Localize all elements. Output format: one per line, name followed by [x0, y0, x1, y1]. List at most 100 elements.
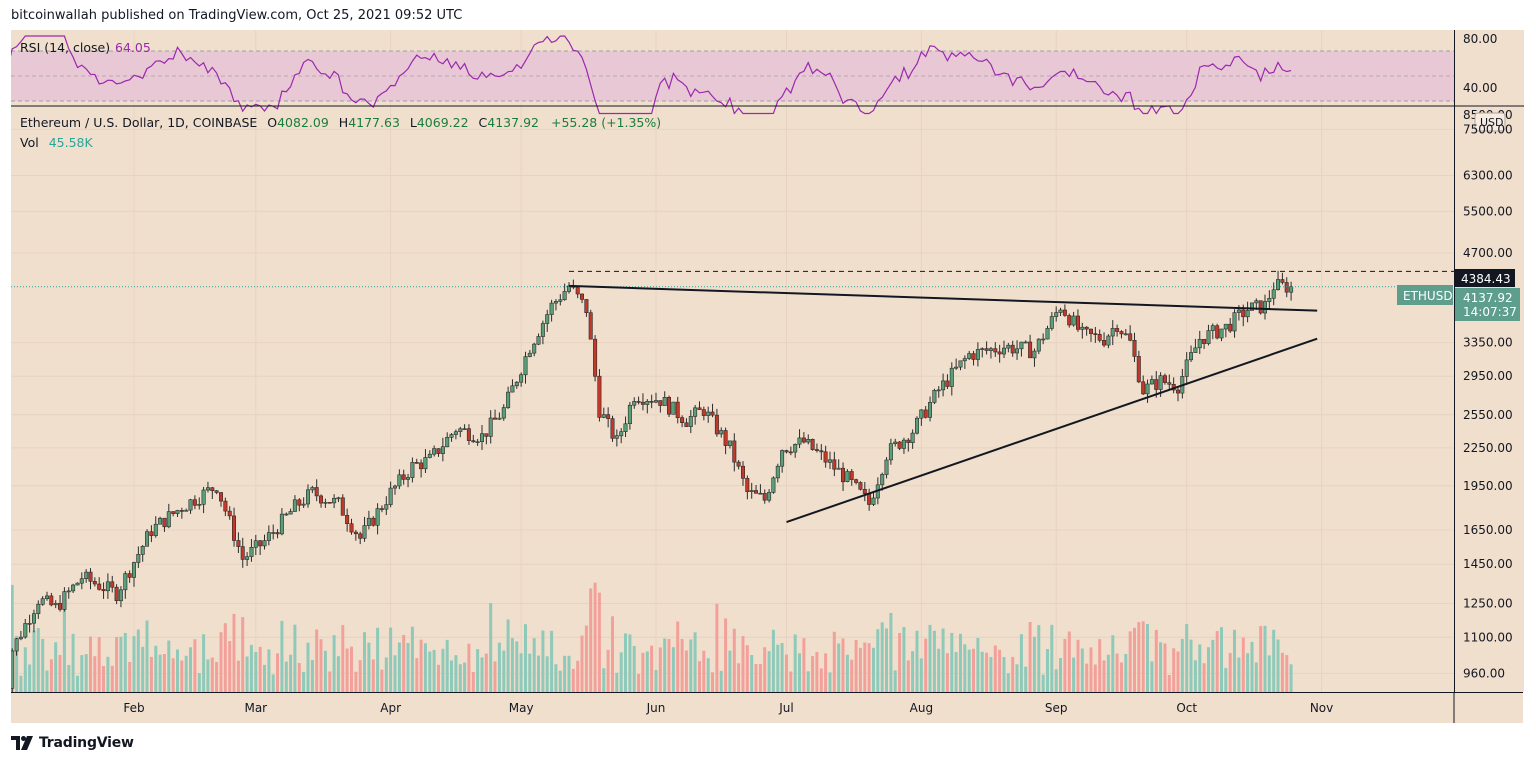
volume-bar — [567, 655, 571, 692]
volume-bar — [872, 647, 875, 692]
volume-bar — [363, 632, 366, 692]
candle-body — [158, 517, 163, 525]
candle-body — [379, 508, 384, 510]
volume-bar — [1276, 639, 1280, 692]
volume-bar — [371, 659, 375, 692]
candle-body — [575, 287, 580, 295]
volume-bar — [1102, 660, 1106, 692]
volume-bar — [10, 584, 14, 692]
currency-button[interactable] — [1474, 112, 1506, 132]
price-scale[interactable]: 80.00 40.00 8500.00 USD 7500.006300.0055… — [1454, 30, 1524, 692]
candle-body — [501, 407, 506, 419]
volume-bar — [667, 639, 671, 692]
volume-bar — [454, 655, 458, 692]
candle-body — [949, 367, 954, 387]
candle-body — [392, 485, 397, 489]
candle-body — [1054, 312, 1059, 317]
candle-body — [901, 439, 906, 449]
candle-body — [662, 396, 667, 406]
volume-bar — [41, 639, 45, 692]
volume-bar — [902, 627, 906, 692]
candle-body — [323, 501, 328, 504]
candle-body — [1023, 341, 1028, 344]
candle-body — [179, 510, 184, 512]
candle-body — [1045, 328, 1050, 340]
candle-body — [114, 586, 119, 602]
candle-body — [588, 312, 593, 340]
candle-body — [1136, 356, 1141, 383]
volume-bar — [919, 658, 923, 692]
candle-body — [1219, 328, 1224, 339]
candle-body — [1189, 352, 1194, 361]
volume-bar — [267, 649, 271, 692]
candle-body — [145, 531, 150, 547]
volume-bar — [1050, 624, 1054, 692]
candle-body — [1123, 333, 1128, 336]
chart-pane[interactable]: RSI (14, close) 64.05 Ethereum / U.S. Do… — [0, 30, 1454, 751]
candle-body — [75, 582, 80, 586]
candle-body — [301, 503, 306, 506]
volume-bar — [828, 672, 832, 692]
candle-body — [1128, 333, 1133, 341]
candle-body — [88, 571, 93, 582]
price-axis[interactable]: 80.00 40.00 8500.00 USD 7500.006300.0055… — [1455, 30, 1524, 692]
candle-body — [988, 348, 993, 351]
volume-bar — [315, 629, 319, 692]
volume-bar — [837, 643, 841, 692]
candle-body — [840, 467, 845, 483]
volume-bar — [184, 655, 188, 692]
candle-body — [1067, 315, 1072, 326]
volume-bar — [824, 653, 828, 692]
volume-bar — [728, 650, 732, 692]
volume-bar — [841, 638, 845, 692]
volume-bar — [532, 638, 536, 692]
candle-body — [349, 523, 354, 533]
volume-bar — [606, 649, 610, 692]
volume-bar — [1098, 639, 1102, 692]
time-axis[interactable]: Feb Mar Apr May Jun Jul Aug Sep Oct Nov — [11, 693, 1523, 723]
candle-body — [736, 461, 741, 467]
candle-body — [192, 499, 197, 506]
candle-body — [1145, 383, 1150, 395]
volume-bar — [102, 666, 105, 692]
candle-body — [1280, 279, 1285, 283]
volume-bar — [832, 631, 836, 692]
high-value: 4177.63 — [348, 115, 400, 130]
volume-bar — [576, 660, 580, 692]
candle-body — [292, 499, 297, 512]
candle-body — [1206, 330, 1211, 344]
volume-bar — [776, 644, 780, 692]
publish-attribution: bitcoinwallah published on TradingView.c… — [11, 8, 463, 23]
symbol-tag: ETHUSD — [1403, 289, 1453, 303]
candle-body — [1097, 333, 1102, 341]
volume-bar — [893, 670, 897, 692]
candle-body — [1132, 339, 1137, 357]
candle-body — [675, 401, 680, 419]
candle-body — [436, 448, 441, 454]
price-chart[interactable]: RSI (14, close) 64.05 Ethereum / U.S. Do… — [0, 30, 1454, 751]
volume-bar — [458, 664, 462, 692]
candle-body — [245, 556, 250, 560]
candle-body — [97, 583, 102, 590]
volume-bar — [571, 668, 575, 692]
volume-bar — [945, 653, 949, 692]
volume-bar — [1150, 661, 1154, 692]
volume-bar — [680, 639, 684, 692]
close-value: 4137.92 — [487, 115, 539, 130]
volume-bar — [180, 660, 184, 692]
candle-body — [914, 417, 919, 434]
candle-body — [993, 348, 998, 353]
volume-bar — [236, 660, 240, 692]
volume-bar — [1224, 667, 1228, 692]
candle-body — [614, 435, 619, 439]
volume-bar — [706, 658, 710, 692]
volume-bar — [845, 654, 849, 692]
candle-body — [123, 573, 128, 591]
candle-body — [906, 439, 911, 443]
candle-body — [240, 546, 245, 560]
candle-body — [153, 523, 158, 536]
volume-bar — [437, 664, 440, 692]
candle-body — [110, 581, 115, 588]
tradingview-footer[interactable]: TradingView — [11, 735, 134, 751]
time-scale[interactable]: Feb Mar Apr May Jun Jul Aug Sep Oct Nov — [11, 692, 1523, 723]
